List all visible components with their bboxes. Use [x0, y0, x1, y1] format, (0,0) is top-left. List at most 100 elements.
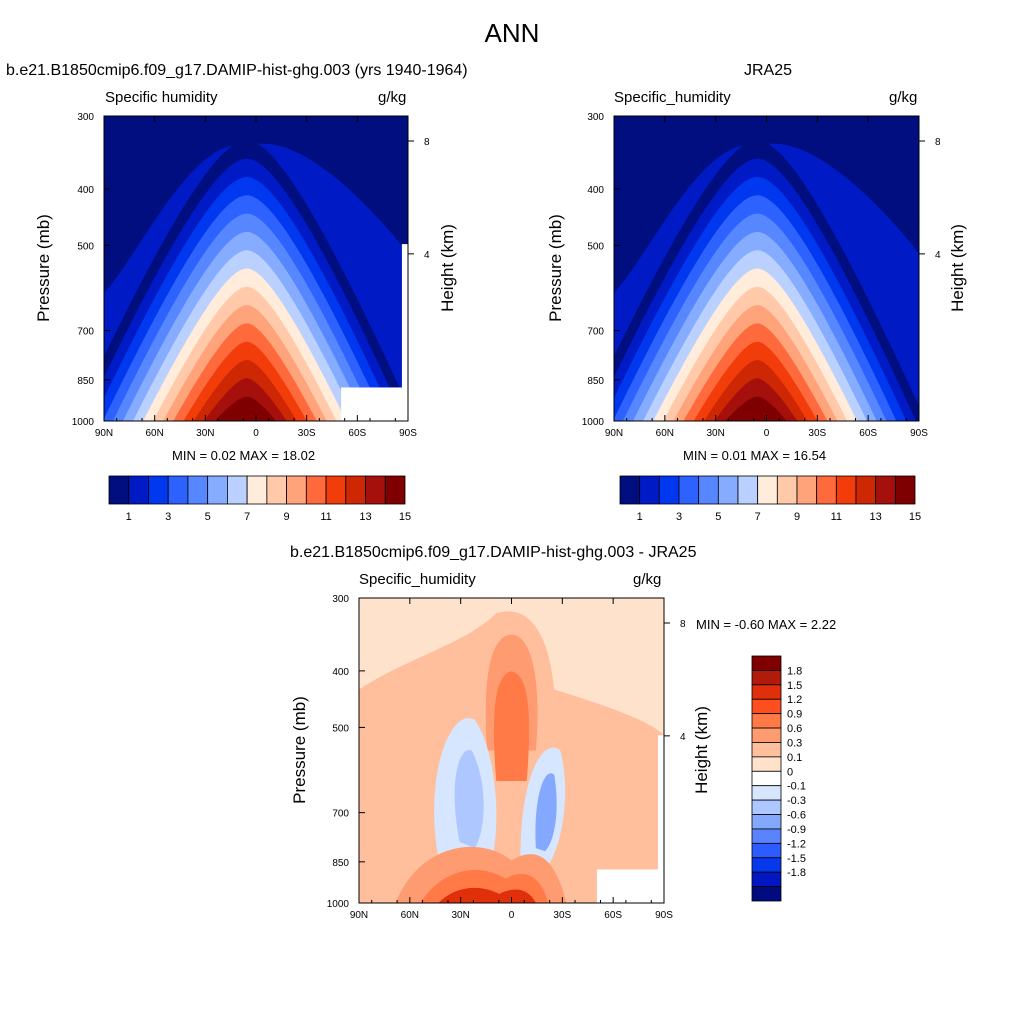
- panel-3-axes: 90N 60N 30N 0 30S 60S 90S 300 400 500 700 850 1000 8 4: [327, 594, 686, 921]
- panel-1-x-tick-label: 90S: [399, 428, 417, 439]
- panel-3-y-tick-label: 700: [332, 809, 349, 820]
- panel-3-y-tick-label: 1000: [327, 899, 350, 910]
- panel-2-x-tick-label: 60N: [656, 428, 674, 439]
- colorbar-swatch: [751, 670, 782, 686]
- colorbar-swatch: [148, 475, 169, 505]
- panel-2-minmax: MIN = 0.01 MAX = 16.54: [683, 448, 827, 463]
- colorbar-swatch: [187, 475, 209, 505]
- panel-3-x-tick-label: 60N: [401, 910, 419, 921]
- colorbar-label: 1: [126, 511, 132, 523]
- colorbar-swatch: [751, 799, 782, 815]
- colorbar-swatch: [384, 475, 406, 505]
- colorbar-label: 1.2: [787, 694, 802, 706]
- panel-2-x-tick-label: 30N: [706, 428, 724, 439]
- panel-1-units-label: g/kg: [378, 89, 407, 106]
- panel-1-y-tick-label: 1000: [72, 417, 95, 428]
- colorbar-swatch: [717, 475, 739, 505]
- colorbar-swatch: [776, 475, 798, 505]
- panel-1-y-tick-label: 300: [77, 112, 94, 123]
- colorbar-label: 13: [359, 511, 371, 523]
- panel-3-x-tick-label: 90S: [655, 910, 673, 921]
- panel-3-y2-tick-label: 8: [680, 619, 686, 630]
- panel-3-x-tick-label: 60S: [604, 910, 622, 921]
- colorbar-label: -1.8: [787, 867, 806, 879]
- panel-2-units-label: g/kg: [889, 89, 918, 106]
- colorbar-swatch: [751, 698, 782, 715]
- colorbar-swatch: [737, 475, 759, 505]
- panel-3-minmax: MIN = -0.60 MAX = 2.22: [696, 617, 837, 632]
- panel-1-title: b.e21.B1850cmip6.f09_g17.DAMIP-hist-ghg.…: [6, 62, 468, 79]
- panel-2-y-tick-label: 400: [587, 185, 604, 196]
- colorbar-swatch: [286, 475, 307, 505]
- panel-2-y2-tick-label: 4: [935, 250, 941, 261]
- colorbar-swatch: [108, 475, 130, 505]
- panel-2-x-tick-label: 0: [764, 428, 770, 439]
- panel-3-x-tick-label: 0: [509, 910, 515, 921]
- colorbar-swatch: [835, 475, 857, 505]
- panel-2-x-tick-label: 30S: [808, 428, 826, 439]
- panel-3-x-tick-label: 30S: [553, 910, 571, 921]
- diff-contour-0.6: [493, 671, 530, 781]
- colorbar-label: 7: [755, 511, 761, 523]
- colorbar-label: 9: [794, 511, 800, 523]
- colorbar-swatch: [751, 828, 782, 844]
- panel-1-x-tick-label: 30N: [196, 428, 214, 439]
- colorbar-label: 15: [909, 511, 921, 523]
- colorbar-label: 7: [244, 511, 250, 523]
- panel-1-x-tick-label: 0: [253, 428, 259, 439]
- panel-3-y-tick-label: 300: [332, 594, 349, 605]
- colorbar-swatch: [751, 770, 782, 787]
- colorbar-label: 5: [205, 511, 211, 523]
- panel-2-x-tick-label: 90S: [910, 428, 928, 439]
- panel-1-x-tick-label: 90N: [95, 428, 113, 439]
- panel-1-y2-tick-label: 4: [424, 250, 430, 261]
- colorbar-label: 1.8: [787, 665, 802, 677]
- panel-2-plot: [613, 115, 920, 422]
- panel-3-variable-label: Specific_humidity: [359, 571, 476, 588]
- colorbar-swatch: [751, 814, 782, 830]
- panel-2-colorbar: 1 3 5 7 9 11 13 15: [619, 475, 921, 523]
- colorbar-label: 0.9: [787, 709, 802, 721]
- colorbar-label: 13: [870, 511, 882, 523]
- colorbar-swatch: [757, 475, 778, 505]
- panel-2-y-tick-label: 300: [587, 112, 604, 123]
- colorbar-swatch: [698, 475, 719, 505]
- colorbar-swatch: [266, 475, 288, 505]
- colorbar-swatch: [751, 871, 782, 887]
- panel-1-x-tick-label: 30S: [298, 428, 316, 439]
- panel-3-units-label: g/kg: [633, 571, 662, 588]
- diff-contour-neg-0.3-b: [535, 773, 557, 852]
- panel-3-y-tick-label: 500: [332, 723, 349, 734]
- colorbar-swatch: [207, 475, 228, 505]
- panel-1-axes: 90N 60N 30N 0 30S 60S 90S 300 400 500 700 850 1000 8 4: [72, 112, 430, 439]
- panel-2-x-tick-label: 90N: [605, 428, 623, 439]
- panel-3-y2-tick-label: 4: [680, 732, 686, 743]
- colorbar-swatch: [751, 742, 782, 758]
- panel-2-y2-tick-label: 8: [935, 137, 941, 148]
- panel-2-contour-level-15: [725, 396, 787, 421]
- panel-2-x-tick-label: 60S: [859, 428, 877, 439]
- panel-2-y-tick-label: 850: [587, 376, 604, 387]
- panel-1-y-tick-label: 850: [77, 376, 94, 387]
- colorbar-label: 15: [399, 511, 411, 523]
- panel-3-colorbar: 1.8 1.5 1.2 0.9 0.6 0.3 0.1 0 -0.1 -0.3 -0.6 -0.9 -1…: [751, 655, 806, 902]
- panel-2-contour-level-0: [614, 116, 919, 293]
- colorbar-swatch: [751, 785, 782, 801]
- colorbar-label: 0: [787, 766, 793, 778]
- panel-1-x-tick-label: 60S: [348, 428, 366, 439]
- colorbar-label: 0.1: [787, 752, 802, 764]
- colorbar-label: 1: [637, 511, 643, 523]
- colorbar-label: 9: [284, 511, 290, 523]
- panel-1-x-tick-label: 60N: [145, 428, 163, 439]
- colorbar-swatch: [751, 886, 782, 902]
- panel-2-axes: 90N 60N 30N 0 30S 60S 90S 300 400 500 700 850 1000 8 4: [582, 112, 941, 439]
- panel-1-variable-label: Specific humidity: [105, 89, 218, 106]
- colorbar-swatch: [796, 475, 818, 505]
- panel-2-y-tick-label: 1000: [582, 417, 605, 428]
- panel-3-x-tick-label: 90N: [350, 910, 368, 921]
- colorbar-label: -0.1: [787, 781, 806, 793]
- panel-1-contour-level-0: [104, 116, 408, 293]
- colorbar-label: 11: [320, 511, 331, 523]
- colorbar-swatch: [855, 475, 877, 505]
